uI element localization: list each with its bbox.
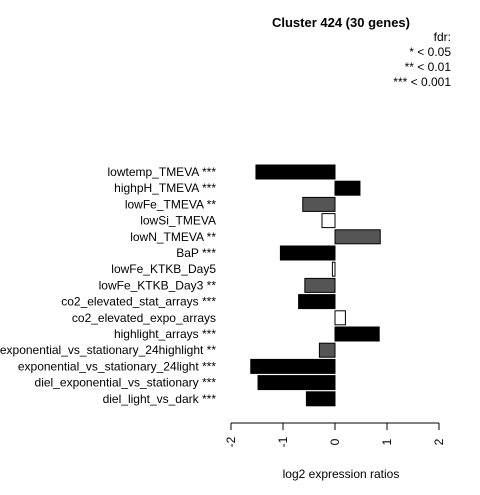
category-label: co2_elevated_stat_arrays *** (61, 295, 216, 309)
x-tick-label: 2 (432, 438, 446, 445)
bar (257, 375, 336, 391)
category-label: lowFe_TMEVA ** (125, 197, 216, 211)
x-axis: -2 -1 0 1 2 (224, 422, 446, 447)
x-axis-label: log2 expression ratios (283, 467, 400, 481)
category-label: co2_elevated_expo_arrays (72, 311, 216, 325)
category-label: highpH_TMEVA *** (114, 181, 216, 195)
category-label: exponential_vs_stationary_24light *** (18, 359, 216, 373)
bar (334, 326, 380, 342)
x-tick-label: 1 (380, 438, 394, 445)
category-label: BaP *** (176, 246, 216, 260)
x-tick-label: 0 (328, 438, 342, 445)
category-label: diel_light_vs_dark *** (103, 392, 217, 406)
category-label: diel_exponential_vs_stationary *** (35, 376, 217, 390)
bar (321, 213, 336, 229)
legend-title: fdr: (434, 30, 451, 44)
legend-entry-1: * < 0.05 (409, 45, 451, 59)
bar (298, 294, 336, 310)
legend-entry-2: ** < 0.01 (405, 60, 452, 74)
x-tick-label: -2 (224, 436, 238, 447)
bar (305, 391, 336, 407)
category-label: highlight_arrays *** (114, 327, 216, 341)
bar (255, 164, 336, 180)
legend: fdr: * < 0.05 ** < 0.01 *** < 0.001 (393, 30, 451, 89)
bar (334, 180, 361, 196)
chart-title: Cluster 424 (30 genes) (272, 15, 410, 30)
x-tick-label: -1 (276, 436, 290, 447)
category-labels: lowtemp_TMEVA *** highpH_TMEVA *** lowFe_T… (0, 165, 216, 406)
category-label: lowSi_TMEVA (140, 214, 216, 228)
category-label: lowN_TMEVA ** (130, 230, 216, 244)
category-label: lowFe_KTKB_Day3 ** (99, 278, 217, 292)
bars-group (250, 164, 381, 407)
legend-entry-3: *** < 0.001 (393, 75, 451, 89)
category-label: lowtemp_TMEVA *** (108, 165, 217, 179)
bar (334, 310, 346, 326)
bar (331, 261, 336, 277)
bar (250, 358, 336, 374)
category-label: exponential_vs_stationary_24highlight ** (0, 343, 216, 357)
bar (302, 196, 336, 212)
bar (318, 342, 336, 358)
bar (334, 229, 381, 245)
bar (304, 277, 336, 293)
category-label: lowFe_KTKB_Day5 (111, 262, 216, 276)
bar (279, 245, 336, 261)
